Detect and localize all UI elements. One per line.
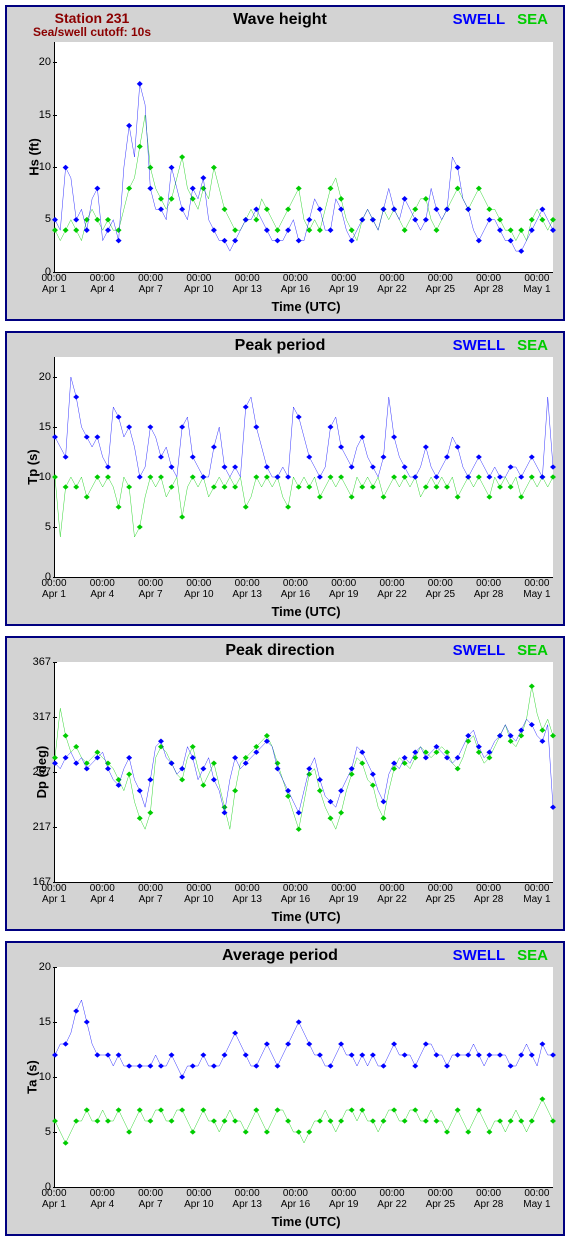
x-tick: 00:00Apr 1: [41, 1188, 66, 1210]
y-tick: 367: [25, 656, 51, 668]
x-tick: 00:00Apr 10: [184, 1188, 213, 1210]
x-tick: 00:00Apr 19: [329, 273, 358, 295]
x-tick: 00:00Apr 22: [377, 883, 406, 905]
station-cutoff: Sea/swell cutoff: 10s: [12, 26, 172, 39]
x-tick: 00:00Apr 22: [377, 578, 406, 600]
y-tick: 267: [25, 766, 51, 778]
x-tick: 00:00Apr 25: [426, 273, 455, 295]
plot-area: Dp (deg)167217267317367: [54, 662, 553, 883]
y-tick: 20: [25, 56, 51, 68]
x-tick: 00:00Apr 10: [184, 578, 213, 600]
x-tick: 00:00May 1: [523, 883, 550, 905]
x-tick: 00:00Apr 10: [184, 883, 213, 905]
x-axis-label: Time (UTC): [54, 909, 558, 924]
x-tick: 00:00Apr 25: [426, 578, 455, 600]
panel-peak_period: Peak period SWELL SEA Tp (s)0510152000:00Ap…: [5, 331, 565, 626]
x-tick: 00:00Apr 13: [232, 883, 261, 905]
x-tick: 00:00Apr 13: [232, 578, 261, 600]
x-tick: 00:00May 1: [523, 578, 550, 600]
x-tick: 00:00Apr 16: [281, 883, 310, 905]
series-svg: [55, 42, 553, 272]
legend-swell: SWELL: [453, 337, 506, 354]
x-axis: 00:00Apr 100:00Apr 400:00Apr 700:00Apr 1…: [54, 883, 553, 911]
x-tick: 00:00Apr 25: [426, 883, 455, 905]
chart-title: Peak direction: [172, 642, 388, 660]
legend: SWELL SEA: [388, 337, 558, 354]
x-tick: 00:00Apr 1: [41, 883, 66, 905]
y-tick: 5: [25, 521, 51, 533]
legend: SWELL SEA: [388, 642, 558, 659]
x-tick: 00:00Apr 1: [41, 273, 66, 295]
x-tick: 00:00May 1: [523, 273, 550, 295]
x-axis-label: Time (UTC): [54, 299, 558, 314]
panel-average_period: Average period SWELL SEA Ta (s)0510152000:0…: [5, 941, 565, 1236]
station-name: Station 231: [12, 11, 172, 26]
y-tick: 15: [25, 1016, 51, 1028]
legend: SWELL SEA: [388, 11, 558, 28]
plot-area: Ta (s)05101520: [54, 967, 553, 1188]
x-axis-label: Time (UTC): [54, 604, 558, 619]
x-tick: 00:00Apr 28: [474, 578, 503, 600]
x-axis: 00:00Apr 100:00Apr 400:00Apr 700:00Apr 1…: [54, 273, 553, 301]
x-axis: 00:00Apr 100:00Apr 400:00Apr 700:00Apr 1…: [54, 578, 553, 606]
series-svg: [55, 967, 553, 1187]
x-axis-label: Time (UTC): [54, 1214, 558, 1229]
x-tick: 00:00Apr 28: [474, 1188, 503, 1210]
legend-swell: SWELL: [453, 947, 506, 964]
chart-title: Peak period: [172, 337, 388, 355]
y-tick: 317: [25, 711, 51, 723]
legend-sea: SEA: [517, 947, 548, 964]
x-tick: 00:00Apr 7: [138, 273, 163, 295]
x-tick: 00:00Apr 4: [90, 883, 115, 905]
x-tick: 00:00Apr 13: [232, 273, 261, 295]
legend-swell: SWELL: [453, 11, 506, 28]
x-tick: 00:00Apr 13: [232, 1188, 261, 1210]
panel-wave_height: Station 231 Sea/swell cutoff: 10sWave he…: [5, 5, 565, 321]
x-tick: 00:00Apr 16: [281, 1188, 310, 1210]
y-tick: 15: [25, 421, 51, 433]
y-tick: 20: [25, 371, 51, 383]
x-tick: 00:00Apr 7: [138, 1188, 163, 1210]
series-svg: [55, 357, 553, 577]
x-tick: 00:00Apr 22: [377, 273, 406, 295]
legend-swell: SWELL: [453, 642, 506, 659]
y-tick: 217: [25, 821, 51, 833]
x-tick: 00:00Apr 25: [426, 1188, 455, 1210]
y-tick: 15: [25, 109, 51, 121]
legend-sea: SEA: [517, 642, 548, 659]
series-svg: [55, 662, 553, 882]
y-tick: 10: [25, 1071, 51, 1083]
x-axis: 00:00Apr 100:00Apr 400:00Apr 700:00Apr 1…: [54, 1188, 553, 1216]
legend: SWELL SEA: [388, 947, 558, 964]
legend-sea: SEA: [517, 337, 548, 354]
x-tick: 00:00Apr 28: [474, 883, 503, 905]
y-tick: 20: [25, 961, 51, 973]
x-tick: 00:00Apr 19: [329, 1188, 358, 1210]
x-tick: 00:00Apr 22: [377, 1188, 406, 1210]
plot-area: Tp (s)05101520: [54, 357, 553, 578]
y-tick: 10: [25, 161, 51, 173]
x-tick: 00:00Apr 1: [41, 578, 66, 600]
chart-title: Average period: [172, 947, 388, 965]
x-tick: 00:00Apr 16: [281, 578, 310, 600]
plot-area: Hs (ft)05101520: [54, 42, 553, 273]
y-tick: 10: [25, 471, 51, 483]
x-tick: 00:00Apr 7: [138, 578, 163, 600]
x-tick: 00:00Apr 4: [90, 578, 115, 600]
x-tick: 00:00Apr 4: [90, 273, 115, 295]
x-tick: 00:00Apr 7: [138, 883, 163, 905]
x-tick: 00:00Apr 28: [474, 273, 503, 295]
x-tick: 00:00Apr 19: [329, 578, 358, 600]
x-tick: 00:00Apr 10: [184, 273, 213, 295]
x-tick: 00:00Apr 4: [90, 1188, 115, 1210]
y-tick: 5: [25, 1126, 51, 1138]
chart-title: Wave height: [172, 11, 388, 29]
x-tick: 00:00Apr 16: [281, 273, 310, 295]
x-tick: 00:00Apr 19: [329, 883, 358, 905]
legend-sea: SEA: [517, 11, 548, 28]
y-tick: 5: [25, 213, 51, 225]
panel-peak_direction: Peak direction SWELL SEA Dp (deg)1672172673…: [5, 636, 565, 931]
x-tick: 00:00May 1: [523, 1188, 550, 1210]
